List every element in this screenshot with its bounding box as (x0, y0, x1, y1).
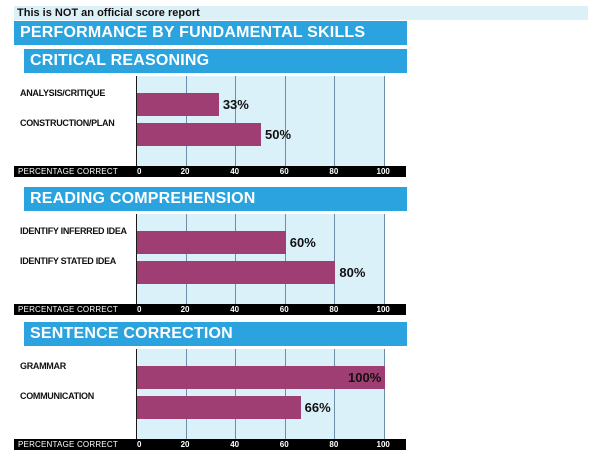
section-title: CRITICAL REASONING (24, 49, 407, 73)
x-tick-label: 100 (376, 305, 390, 314)
x-axis: PERCENTAGE CORRECT 0 20 40 60 80 100 (14, 166, 406, 177)
bar (137, 123, 261, 146)
gridline (235, 76, 236, 166)
bar-value-label: 100% (348, 370, 382, 385)
x-axis-title: PERCENTAGE CORRECT (18, 440, 118, 449)
bar (137, 366, 385, 389)
x-axis-title: PERCENTAGE CORRECT (18, 167, 118, 176)
gridline (384, 214, 385, 304)
section-title: READING COMPREHENSION (24, 187, 407, 211)
gridline (285, 76, 286, 166)
gridline (186, 76, 187, 166)
category-label: COMMUNICATION (20, 391, 94, 401)
bar-value-label: 33% (222, 97, 249, 112)
gridline (235, 349, 236, 439)
x-tick-label: 80 (329, 440, 339, 449)
gridline (186, 349, 187, 439)
category-label: IDENTIFY INFERRED IDEA (20, 226, 127, 236)
gridline (334, 214, 335, 304)
bar-value-label: 60% (289, 235, 316, 250)
x-axis: PERCENTAGE CORRECT 0 20 40 60 80 100 (14, 304, 406, 315)
bar (137, 396, 301, 419)
category-label: GRAMMAR (20, 361, 66, 371)
x-tick-label: 20 (180, 305, 190, 314)
gridline (384, 349, 385, 439)
x-tick-label: 100 (376, 167, 390, 176)
category-label: IDENTIFY STATED IDEA (20, 256, 117, 266)
x-tick-label: 40 (230, 167, 240, 176)
bar-value-label: 50% (265, 127, 292, 142)
gridline (384, 76, 385, 166)
bar (137, 231, 286, 254)
x-tick-label: 20 (180, 440, 190, 449)
x-tick-label: 0 (137, 305, 142, 314)
disclaimer-banner: This is NOT an official score report (14, 6, 588, 20)
x-axis-title: PERCENTAGE CORRECT (18, 305, 118, 314)
gridline (285, 349, 286, 439)
category-label: CONSTRUCTION/PLAN (20, 118, 115, 128)
section-title: SENTENCE CORRECTION (24, 322, 407, 346)
gridline (334, 76, 335, 166)
x-tick-label: 20 (180, 167, 190, 176)
gridline (285, 214, 286, 304)
category-label: ANALYSIS/CRITIQUE (20, 88, 106, 98)
bar-value-label: 66% (304, 400, 331, 415)
plot-area: 33% 50% (136, 76, 385, 166)
x-tick-label: 0 (137, 167, 142, 176)
plot-area: 100% 66% (136, 349, 385, 439)
x-tick-label: 60 (279, 305, 289, 314)
gridline (235, 214, 236, 304)
x-tick-label: 40 (230, 440, 240, 449)
x-tick-label: 80 (329, 305, 339, 314)
bar-value-label: 80% (339, 265, 366, 280)
plot-area: 60% 80% (136, 214, 385, 304)
page-title: PERFORMANCE BY FUNDAMENTAL SKILLS (14, 21, 407, 45)
x-tick-label: 0 (137, 440, 142, 449)
x-tick-label: 100 (376, 440, 390, 449)
gridline (186, 214, 187, 304)
x-tick-label: 40 (230, 305, 240, 314)
x-axis: PERCENTAGE CORRECT 0 20 40 60 80 100 (14, 439, 406, 450)
bar (137, 93, 219, 116)
gridline (334, 349, 335, 439)
bar (137, 261, 336, 284)
x-tick-label: 60 (279, 440, 289, 449)
x-tick-label: 60 (279, 167, 289, 176)
x-tick-label: 80 (329, 167, 339, 176)
